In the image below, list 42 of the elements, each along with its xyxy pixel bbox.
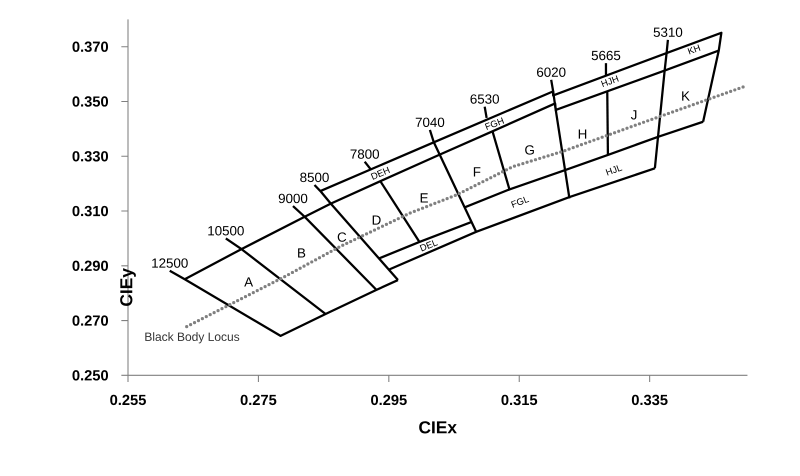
annotation: A	[244, 277, 254, 287]
series-label: 5665	[592, 50, 620, 60]
series-label: 9000	[278, 194, 308, 204]
y-tick-label: 0.310	[72, 206, 108, 216]
series-label: 8500	[300, 172, 329, 182]
x-tick-label: 0.315	[501, 394, 538, 406]
series-label: 12500	[152, 258, 188, 268]
annotation: HJH	[600, 75, 619, 88]
y-tick-label: 0.270	[72, 315, 108, 326]
y-tick-label: 0.350	[72, 96, 108, 107]
annotation: G	[525, 145, 534, 155]
annotation: J	[630, 110, 636, 120]
series-label: Black Body Locus	[145, 332, 240, 344]
series-label: 7800	[350, 149, 380, 159]
x-tick-label: 0.275	[240, 394, 276, 406]
y-axis-title: CIEy	[120, 268, 136, 306]
annotation: H	[578, 129, 586, 139]
y-tick-label: 0.330	[72, 151, 108, 162]
x-tick-label: 0.295	[371, 394, 407, 406]
annotation: B	[298, 248, 306, 258]
y-tick-label: 0.370	[72, 42, 108, 52]
annotation: D	[372, 215, 381, 225]
series-label: 6530	[470, 94, 499, 104]
annotation: DEH	[370, 166, 390, 180]
y-tick-label: 0.290	[72, 260, 108, 271]
annotation: KH	[688, 44, 700, 54]
y-tick-label: 0.250	[72, 370, 108, 381]
series-label: 10500	[208, 226, 244, 236]
annotation: DEL	[420, 240, 438, 252]
annotation: FGL	[511, 196, 530, 208]
annotation: K	[682, 91, 690, 101]
x-tick-label: 0.255	[110, 394, 146, 406]
x-tick-label: 0.335	[632, 394, 668, 406]
series-label: 5310	[654, 28, 682, 37]
annotation: F	[474, 167, 480, 176]
series-label: 6020	[537, 67, 566, 77]
annotation: C	[338, 232, 346, 242]
series-label: 7040	[416, 118, 444, 128]
annotation: FGH	[484, 117, 504, 130]
annotation: E	[420, 193, 428, 202]
annotation: HJL	[606, 165, 622, 176]
x-axis-title: CIEx	[419, 421, 457, 434]
